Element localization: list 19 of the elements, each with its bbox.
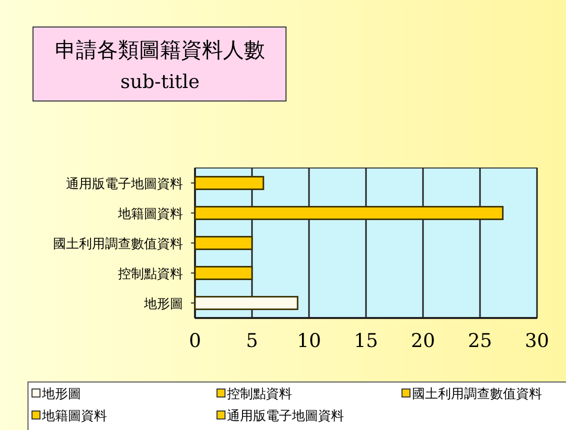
x-tick-label: 20 <box>410 330 436 352</box>
legend-label: 控制點資料 <box>227 387 292 402</box>
y-tick-label: 通用版電子地圖資料 <box>66 177 183 192</box>
legend-label: 地籍圖資料 <box>41 409 107 424</box>
y-tick-label: 國土利用調查數值資料 <box>53 237 183 252</box>
chart-title: 申請各類圖籍資料人數 <box>55 38 265 62</box>
x-tick-label: 30 <box>524 330 550 352</box>
y-tick-label: 控制點資料 <box>118 267 183 282</box>
x-tick-label: 25 <box>468 330 492 352</box>
y-tick-label: 地形圖 <box>143 297 183 312</box>
legend-label: 國土利用調查數值資料 <box>412 387 542 402</box>
x-tick-label: 10 <box>296 330 322 352</box>
x-tick-label: 0 <box>188 330 202 352</box>
y-tick-label: 地籍圖資料 <box>117 207 183 222</box>
x-tick-label: 5 <box>246 330 258 352</box>
legend-label: 地形圖 <box>41 387 81 402</box>
legend-label: 通用版電子地圖資料 <box>227 409 344 424</box>
x-tick-label: 15 <box>354 330 378 352</box>
chart-subtitle: sub-title <box>120 71 200 93</box>
